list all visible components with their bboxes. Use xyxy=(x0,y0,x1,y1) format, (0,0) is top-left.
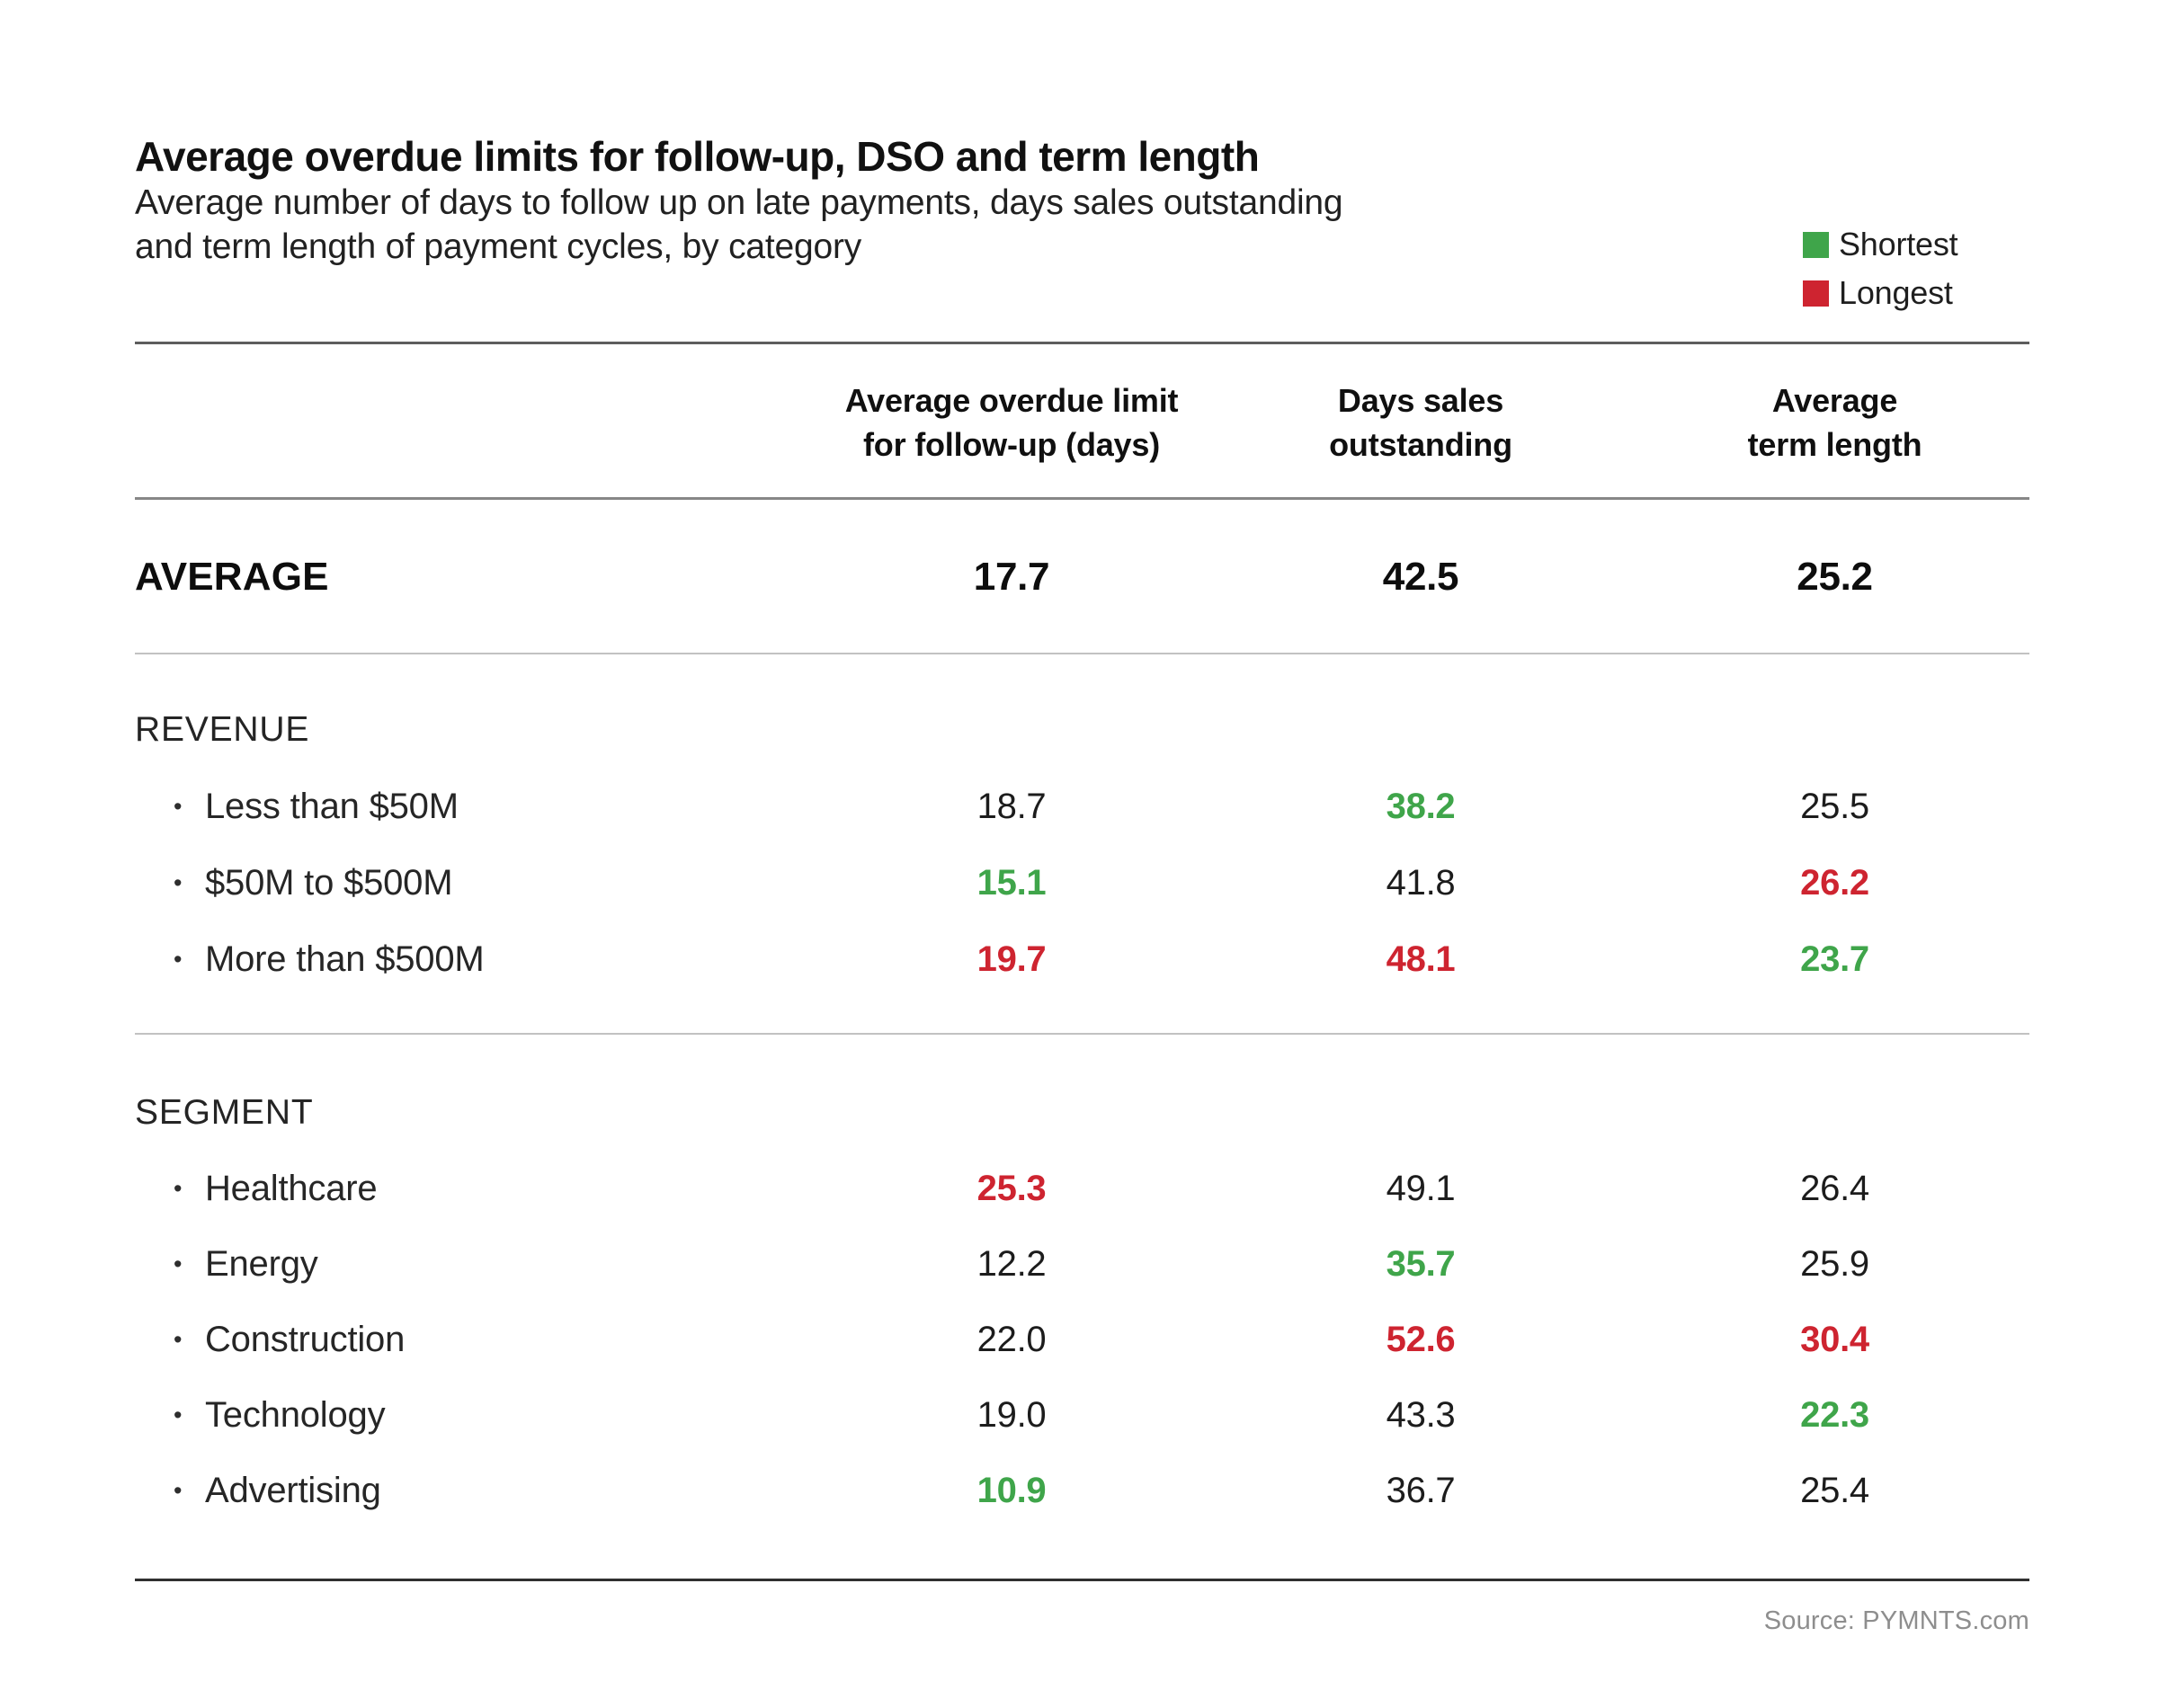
value-cell: 43.3 xyxy=(1386,1394,1456,1435)
value-cell: 15.1 xyxy=(976,863,1047,903)
bullet-icon: • xyxy=(174,946,183,973)
value-cell: 18.7 xyxy=(976,787,1047,826)
value-cell: 19.0 xyxy=(976,1394,1047,1435)
column-header-line: for follow-up (days) xyxy=(863,426,1160,463)
value-cell: 22.3 xyxy=(1800,1394,1869,1435)
row-label: Construction xyxy=(205,1319,406,1359)
average-row: AVERAGE 17.7 42.5 25.2 xyxy=(135,548,2029,606)
value-cell: 38.2 xyxy=(1386,787,1456,826)
average-value-term: 25.2 xyxy=(1797,555,1873,599)
revenue-rows: • Less than $50M 18.7 38.2 25.5 • $50M t… xyxy=(135,769,2029,998)
row-label: Advertising xyxy=(205,1470,381,1510)
value-cell: 12.2 xyxy=(976,1243,1047,1284)
page-subtitle-line2: and term length of payment cycles, by ca… xyxy=(135,227,862,266)
table-row-more-than-500m: • More than $500M 19.7 48.1 23.7 xyxy=(135,921,2029,998)
row-label-cell: • Advertising xyxy=(135,1453,764,1528)
row-label: $50M to $500M xyxy=(205,863,453,903)
row-label: Energy xyxy=(205,1243,318,1284)
value-cell: 23.7 xyxy=(1800,939,1869,979)
value-cell: 25.5 xyxy=(1800,787,1869,826)
column-header-line: Days sales xyxy=(1337,382,1504,419)
row-label-cell: • Healthcare xyxy=(135,1151,764,1226)
bullet-icon: • xyxy=(174,869,183,896)
source-note: Source: PYMNTS.com xyxy=(1763,1606,2029,1635)
row-label-cell: • Technology xyxy=(135,1377,764,1453)
bullet-icon: • xyxy=(174,1476,183,1504)
shortest-swatch-icon xyxy=(1803,231,1829,258)
value-cell: 26.4 xyxy=(1800,1168,1869,1208)
value-cell: 19.7 xyxy=(976,939,1047,979)
value-cell: 10.9 xyxy=(976,1470,1047,1510)
divider-top xyxy=(135,342,2029,344)
table-row-energy: • Energy 12.2 35.7 25.9 xyxy=(135,1226,2029,1302)
row-label-cell: • $50M to $500M xyxy=(135,845,764,921)
value-cell: 48.1 xyxy=(1386,939,1456,979)
row-label: Less than $50M xyxy=(205,787,459,826)
column-header-term-length: Average term length xyxy=(1583,378,2029,467)
longest-swatch-icon xyxy=(1803,280,1829,307)
bullet-icon: • xyxy=(174,1174,183,1202)
column-header-dso: Days sales outstanding xyxy=(1259,378,1583,467)
value-cell: 41.8 xyxy=(1386,863,1456,903)
value-cell: 26.2 xyxy=(1800,863,1869,903)
section-label-segment: SEGMENT xyxy=(135,1093,314,1132)
column-header-line: term length xyxy=(1747,426,1922,463)
page-subtitle: Average number of days to follow up on l… xyxy=(135,181,1343,269)
value-cell: 49.1 xyxy=(1386,1168,1456,1208)
value-cell: 22.0 xyxy=(976,1319,1047,1359)
row-label-cell: • Construction xyxy=(135,1302,764,1377)
column-header-overdue-limit: Average overdue limit for follow-up (day… xyxy=(764,378,1259,467)
table-row-construction: • Construction 22.0 52.6 30.4 xyxy=(135,1302,2029,1377)
bullet-icon: • xyxy=(174,1250,183,1277)
column-header-line: outstanding xyxy=(1329,426,1512,463)
legend-label-shortest: Shortest xyxy=(1839,226,1958,262)
legend: Shortest Longest xyxy=(1803,226,1958,324)
column-header-line: Average overdue limit xyxy=(844,382,1179,419)
table-row-less-than-50m: • Less than $50M 18.7 38.2 25.5 xyxy=(135,769,2029,845)
legend-label-longest: Longest xyxy=(1839,274,1953,311)
row-label-cell: • Energy xyxy=(135,1226,764,1302)
average-row-label: AVERAGE xyxy=(135,555,329,599)
legend-item-shortest: Shortest xyxy=(1803,226,1958,262)
row-label: Healthcare xyxy=(205,1168,378,1208)
page-subtitle-line1: Average number of days to follow up on l… xyxy=(135,183,1343,222)
table-row-healthcare: • Healthcare 25.3 49.1 26.4 xyxy=(135,1151,2029,1226)
bullet-icon: • xyxy=(174,1401,183,1428)
row-label-cell: • More than $500M xyxy=(135,921,764,998)
table-row-technology: • Technology 19.0 43.3 22.3 xyxy=(135,1377,2029,1453)
divider-below-revenue xyxy=(135,1033,2029,1035)
row-label: Technology xyxy=(205,1394,386,1435)
bullet-icon: • xyxy=(174,1325,183,1353)
value-cell: 25.9 xyxy=(1800,1243,1869,1284)
segment-rows: • Healthcare 25.3 49.1 26.4 • Energy 12.… xyxy=(135,1151,2029,1528)
empty-header-cell xyxy=(135,378,764,467)
average-value-overdue: 17.7 xyxy=(973,555,1050,599)
value-cell: 52.6 xyxy=(1386,1319,1456,1359)
column-header-line: Average xyxy=(1771,382,1898,419)
average-value-dso: 42.5 xyxy=(1382,555,1459,599)
table-row-advertising: • Advertising 10.9 36.7 25.4 xyxy=(135,1453,2029,1528)
divider-below-headers xyxy=(135,497,2029,500)
divider-bottom xyxy=(135,1579,2029,1581)
column-headers-row: Average overdue limit for follow-up (day… xyxy=(135,378,2029,467)
value-cell: 25.4 xyxy=(1800,1470,1869,1510)
section-label-revenue: REVENUE xyxy=(135,710,310,749)
row-label-cell: • Less than $50M xyxy=(135,769,764,845)
value-cell: 30.4 xyxy=(1800,1319,1869,1359)
value-cell: 35.7 xyxy=(1386,1243,1456,1284)
value-cell: 36.7 xyxy=(1386,1470,1456,1510)
bullet-icon: • xyxy=(174,793,183,820)
table-row-50m-to-500m: • $50M to $500M 15.1 41.8 26.2 xyxy=(135,845,2029,921)
divider-below-average xyxy=(135,653,2029,654)
page-title: Average overdue limits for follow-up, DS… xyxy=(135,133,1260,180)
legend-item-longest: Longest xyxy=(1803,274,1957,311)
row-label: More than $500M xyxy=(205,939,485,979)
value-cell: 25.3 xyxy=(976,1168,1047,1208)
